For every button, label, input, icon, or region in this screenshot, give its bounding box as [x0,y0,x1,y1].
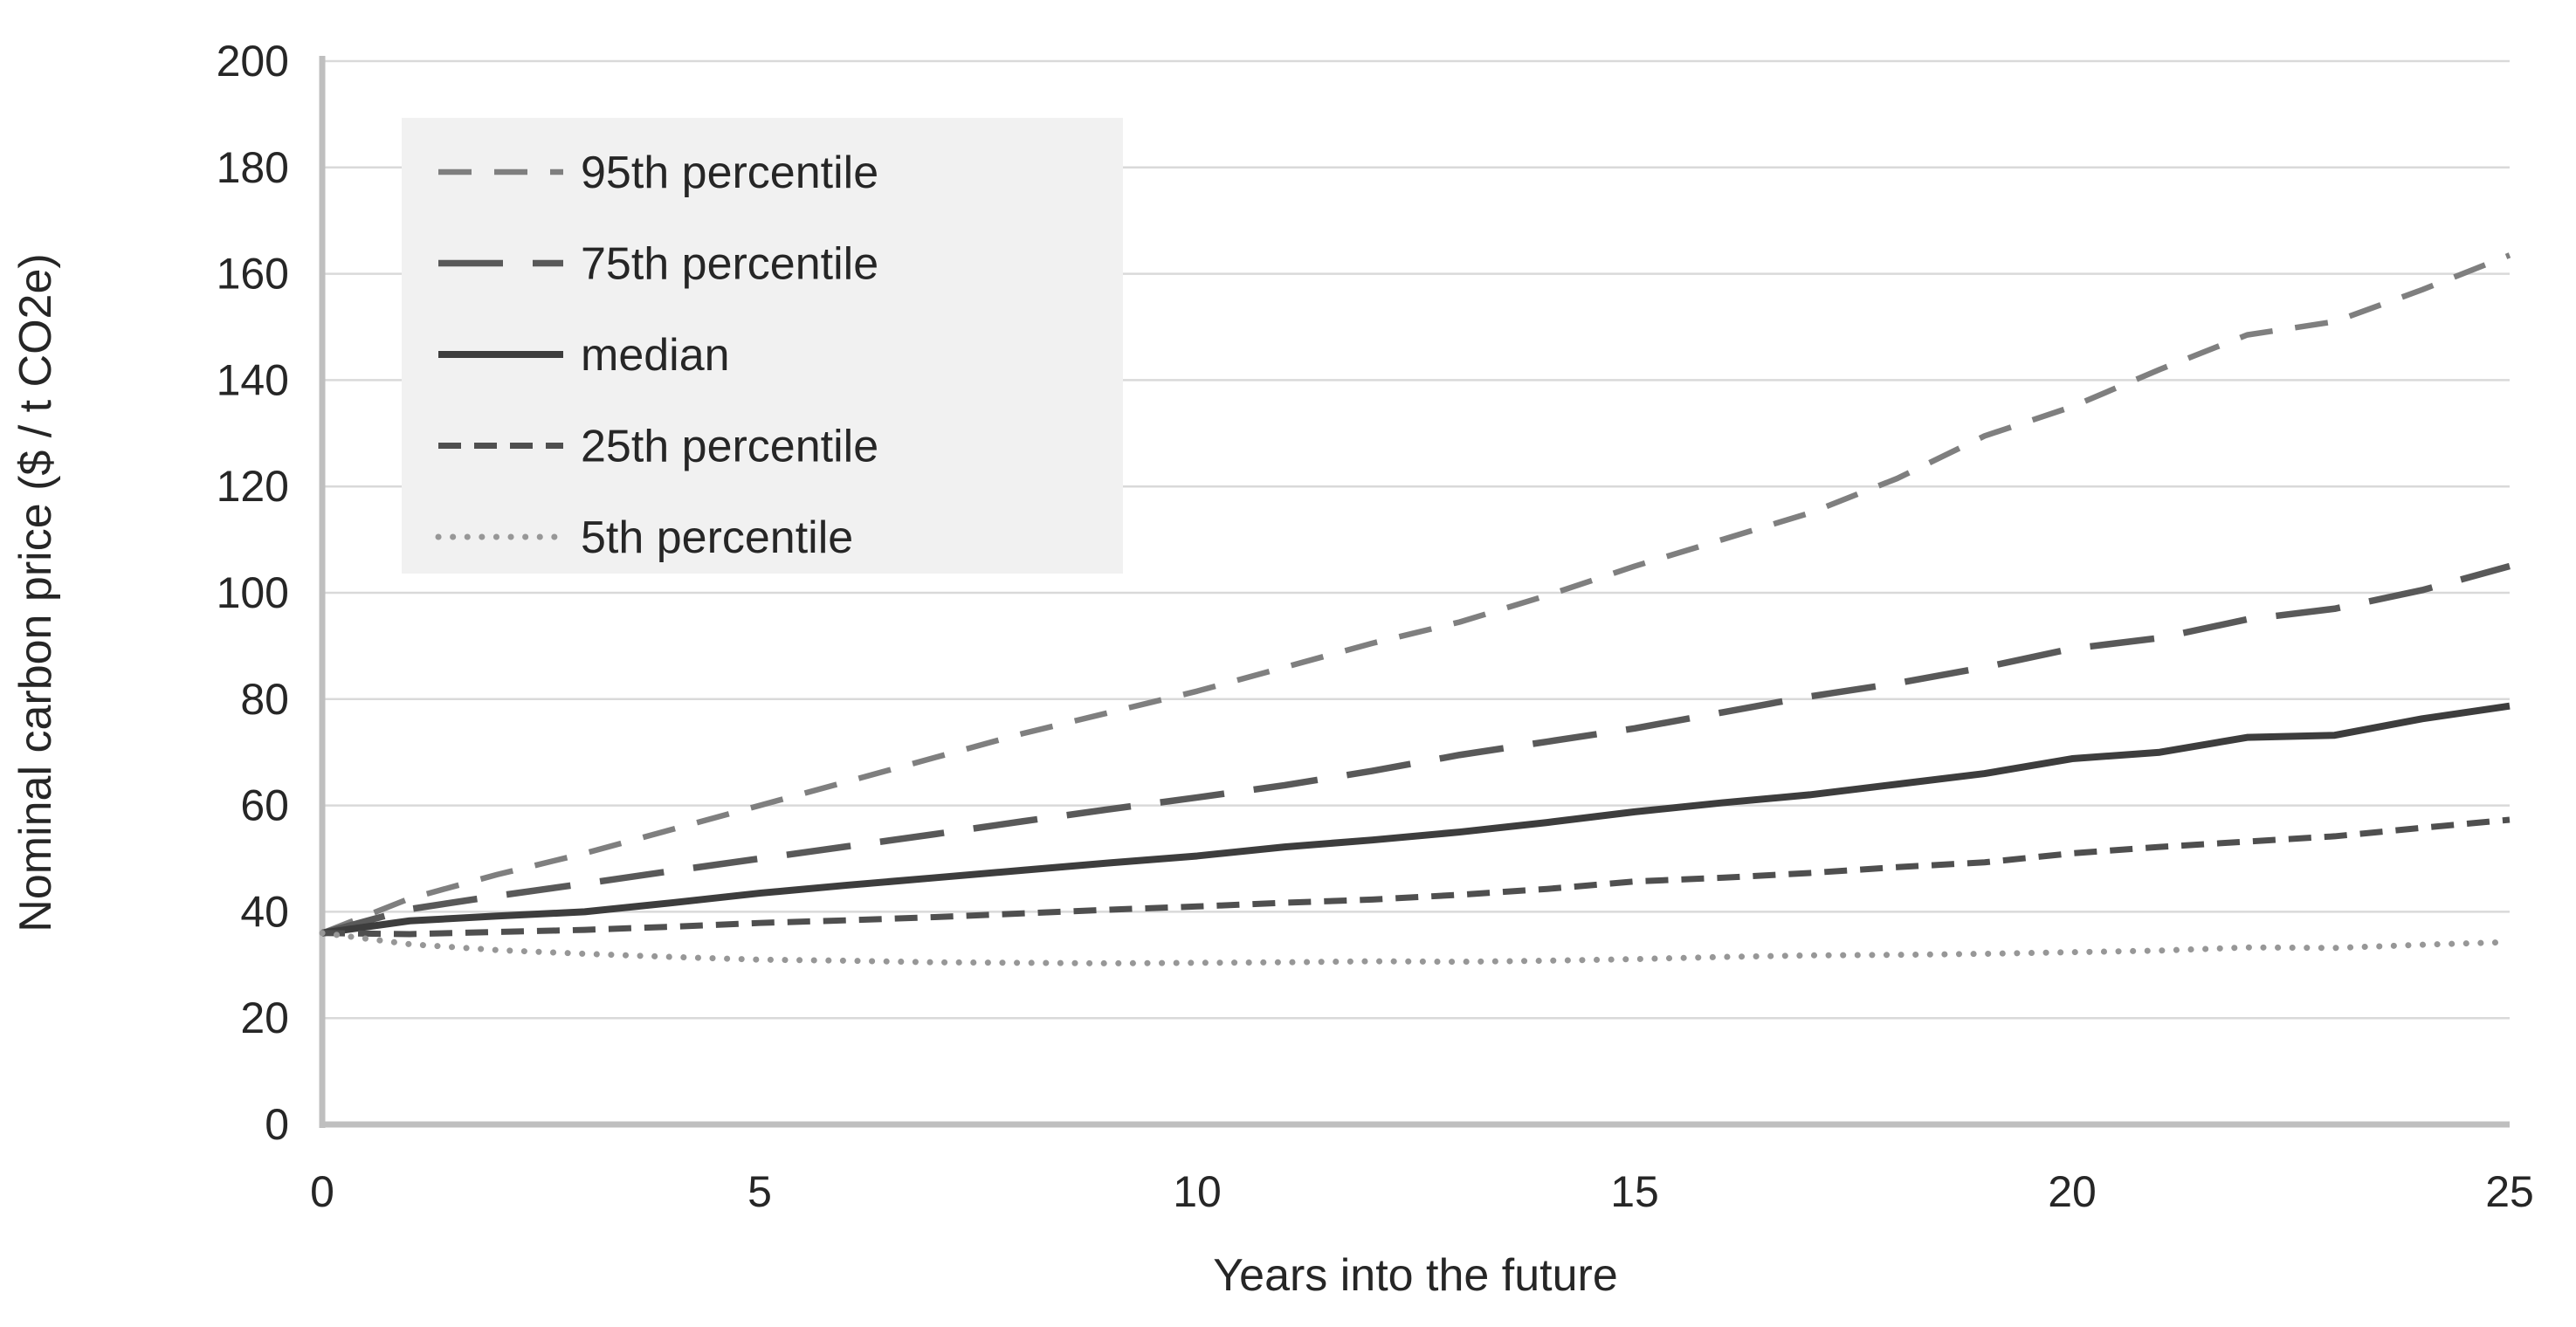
x-axis-title: Years into the future [1213,1250,1618,1301]
series-lines [319,252,2513,966]
x-tick-label-0: 0 [310,1167,334,1216]
y-tick-label-100: 100 [217,568,289,617]
x-tick-label-20: 20 [2048,1167,2097,1216]
x-tick-label-10: 10 [1173,1167,1222,1216]
axes [319,56,2510,1128]
y-tick-label-180: 180 [217,143,289,192]
legend-label: 25th percentile [581,422,878,472]
legend-item-25th-percentile: 25th percentile [438,422,878,472]
legend-label: 75th percentile [581,239,878,290]
x-tick-label-25: 25 [2485,1167,2534,1216]
legend-label: 95th percentile [581,148,878,198]
x-tick-label-5: 5 [747,1167,772,1216]
y-tick-label-40: 40 [240,887,289,936]
y-axis-tick-labels: 0 20 40 60 80 100 120 140 160 180 200 [217,37,289,1149]
series-line-75th-percentile [321,562,2511,937]
y-tick-label-0: 0 [265,1100,289,1149]
y-tick-label-20: 20 [240,994,289,1042]
y-tick-label-160: 160 [217,250,289,299]
x-axis-tick-labels: 0 5 10 15 20 25 [310,1167,2534,1216]
legend-label: median [581,330,730,381]
legend-label: 5th percentile [581,512,853,563]
y-tick-label-140: 140 [217,355,289,404]
series-line-5th-percentile [319,930,2513,966]
y-axis-title: Nominal carbon price ($ / t CO2e) [10,253,61,932]
legend-item-median: median [438,330,730,381]
legend-item-5th-percentile: 5th percentile [435,512,853,563]
y-tick-label-80: 80 [240,675,289,724]
y-tick-label-120: 120 [217,462,289,511]
legend-box [402,118,1123,574]
series-line-95th-percentile [320,252,2511,936]
legend-item-75th-percentile: 75th percentile [438,239,878,290]
legend: 95th percentile 75th percentile median 25th… [402,118,1123,574]
legend-item-95th-percentile: 95th percentile [438,148,878,198]
x-tick-label-15: 15 [1610,1167,1659,1216]
series-line-25th-percentile [321,816,2511,938]
y-tick-label-200: 200 [217,37,289,86]
series-line-median [321,702,2511,937]
y-tick-label-60: 60 [240,781,289,830]
